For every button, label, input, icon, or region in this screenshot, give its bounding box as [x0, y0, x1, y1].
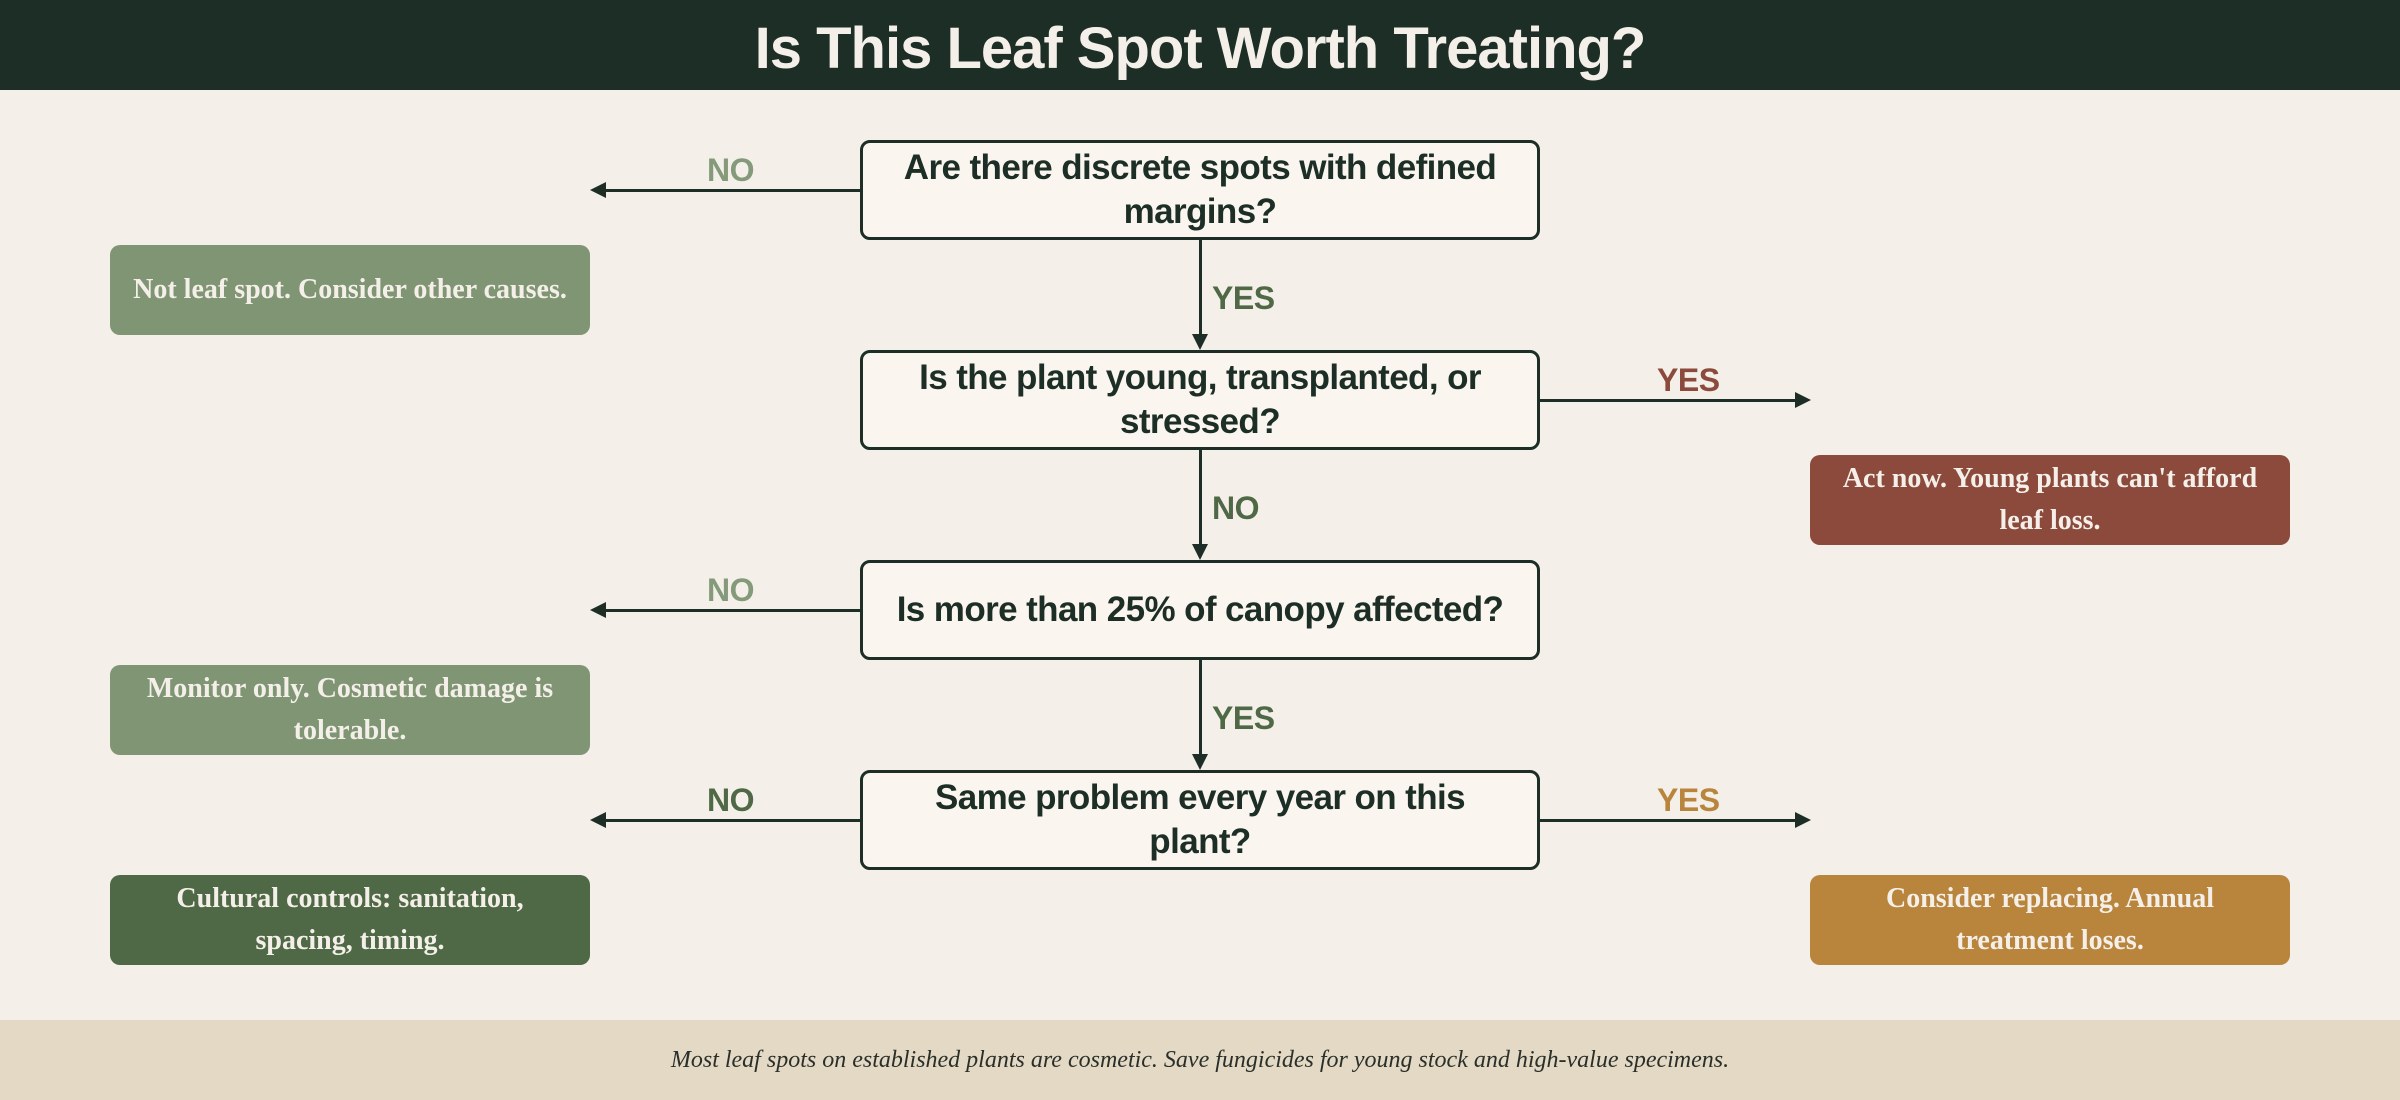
question-box-4: Same problem every year on this plant?	[860, 770, 1540, 870]
label-no-3: NO	[707, 572, 755, 608]
connector-q3-yes	[1199, 660, 1202, 756]
outcome-text-1: Not leaf spot. Consider other causes.	[133, 274, 567, 305]
outcome-text-2: Act now. Young plants can't afford leaf …	[1842, 463, 2258, 536]
connector-q2-yes	[1540, 399, 1796, 402]
outcome-not-leaf-spot: Not leaf spot. Consider other causes.	[110, 245, 590, 335]
outcome-cultural-controls: Cultural controls: sanitation, spacing, …	[110, 875, 590, 965]
question-box-1: Are there discrete spots with defined ma…	[860, 140, 1540, 240]
question-text-3: Is more than 25% of canopy affected?	[896, 590, 1504, 629]
label-yes-1: YES	[1212, 280, 1275, 316]
label-no-4: NO	[707, 782, 755, 818]
label-yes-3: YES	[1212, 700, 1275, 736]
connector-q4-no	[602, 819, 860, 822]
outcome-monitor-only: Monitor only. Cosmetic damage is tolerab…	[110, 665, 590, 755]
question-box-2: Is the plant young, transplanted, or str…	[860, 350, 1540, 450]
outcome-consider-replacing: Consider replacing. Annual treatment los…	[1810, 875, 2290, 965]
connector-q1-no	[602, 189, 860, 192]
outcome-text-3: Monitor only. Cosmetic damage is tolerab…	[146, 673, 554, 746]
question-text-2: Is the plant young, transplanted, or str…	[919, 358, 1481, 441]
connector-q2-no	[1199, 450, 1202, 546]
arrowhead-down-icon	[1192, 544, 1208, 560]
label-no-2: NO	[1212, 490, 1260, 526]
arrowhead-down-icon	[1192, 754, 1208, 770]
footer-note: Most leaf spots on established plants ar…	[670, 1046, 1730, 1073]
connector-q1-yes	[1199, 240, 1202, 336]
label-yes-2: YES	[1657, 362, 1720, 398]
arrowhead-down-icon	[1192, 334, 1208, 350]
arrowhead-right-icon	[1795, 812, 1811, 828]
page-title: Is This Leaf Spot Worth Treating?	[754, 15, 1647, 81]
connector-q4-yes	[1540, 819, 1796, 822]
label-yes-4: YES	[1657, 782, 1720, 818]
label-no-1: NO	[707, 152, 755, 188]
arrowhead-left-icon	[590, 812, 606, 828]
footer-bar: Most leaf spots on established plants ar…	[0, 1020, 2400, 1100]
question-box-3: Is more than 25% of canopy affected?	[860, 560, 1540, 660]
outcome-text-4: Cultural controls: sanitation, spacing, …	[176, 883, 524, 956]
outcome-act-now: Act now. Young plants can't afford leaf …	[1810, 455, 2290, 545]
outcome-text-5: Consider replacing. Annual treatment los…	[1885, 883, 2215, 956]
arrowhead-left-icon	[590, 602, 606, 618]
header-bar: Is This Leaf Spot Worth Treating?	[0, 0, 2400, 90]
arrowhead-left-icon	[590, 182, 606, 198]
question-text-4: Same problem every year on this plant?	[935, 778, 1466, 861]
connector-q3-no	[602, 609, 860, 612]
question-text-1: Are there discrete spots with defined ma…	[903, 148, 1497, 231]
arrowhead-right-icon	[1795, 392, 1811, 408]
